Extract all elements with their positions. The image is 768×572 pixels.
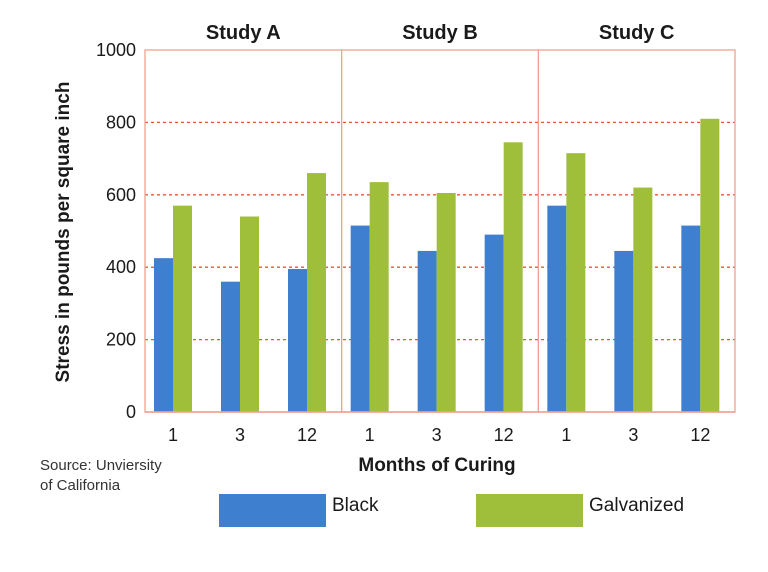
y-tick-label: 800 [106, 112, 136, 132]
panel-title: Study A [206, 22, 281, 44]
bar-galvanized-study-a-3 [240, 216, 259, 412]
x-tick-label: 3 [432, 425, 442, 445]
y-tick-label: 200 [106, 330, 136, 350]
labels: 0 200 400 600 800 1000 1 3 12 Study A 1 3 12 Study B 1… [40, 22, 710, 494]
x-tick-label: 3 [235, 425, 245, 445]
x-tick-label: 1 [365, 425, 375, 445]
x-tick-label: 1 [168, 425, 178, 445]
bar-black-study-a-3 [221, 281, 240, 412]
x-axis-label: Months of Curing [358, 455, 515, 476]
bar-galvanized-study-c-3 [633, 187, 653, 412]
bar-black-study-c-1 [547, 205, 567, 412]
bar-black-study-b-12 [484, 234, 504, 412]
legend-label-black: Black [332, 495, 379, 516]
bar-galvanized-study-b-1 [369, 182, 389, 412]
bar-black-study-a-1 [154, 258, 173, 412]
legend: Black Galvanized [219, 494, 684, 527]
bar-galvanized-study-c-12 [700, 118, 720, 412]
bar-galvanized-study-a-1 [173, 205, 192, 412]
bar-black-study-a-12 [288, 269, 307, 412]
bar-galvanized-study-b-12 [503, 142, 523, 412]
bar-black-study-b-1 [350, 225, 370, 412]
y-axis-label: Stress in pounds per square inch [53, 82, 74, 383]
x-tick-label: 12 [690, 425, 710, 445]
bars [154, 118, 720, 413]
y-tick-label: 0 [126, 402, 136, 422]
legend-swatch-galvanized [476, 494, 583, 527]
bar-black-study-b-3 [417, 250, 437, 412]
x-tick-label: 1 [561, 425, 571, 445]
source-note: Source: Unviersity [40, 457, 162, 474]
y-tick-label: 1000 [96, 40, 136, 60]
bar-galvanized-study-a-12 [307, 173, 326, 412]
panel-title: Study C [599, 22, 675, 44]
bar-black-study-c-3 [614, 250, 634, 412]
panel-title: Study B [402, 22, 478, 44]
y-tick-label: 400 [106, 257, 136, 277]
x-tick-label: 3 [628, 425, 638, 445]
x-tick-label: 12 [494, 425, 514, 445]
legend-label-galvanized: Galvanized [589, 495, 684, 516]
legend-swatch-black [219, 494, 326, 527]
bar-galvanized-study-c-1 [566, 153, 586, 413]
bar-black-study-c-12 [681, 225, 701, 412]
panel-frames [144, 49, 736, 413]
y-tick-label: 600 [106, 185, 136, 205]
x-tick-label: 12 [297, 425, 317, 445]
bar-galvanized-study-b-3 [436, 192, 456, 412]
source-note: of California [40, 477, 121, 494]
